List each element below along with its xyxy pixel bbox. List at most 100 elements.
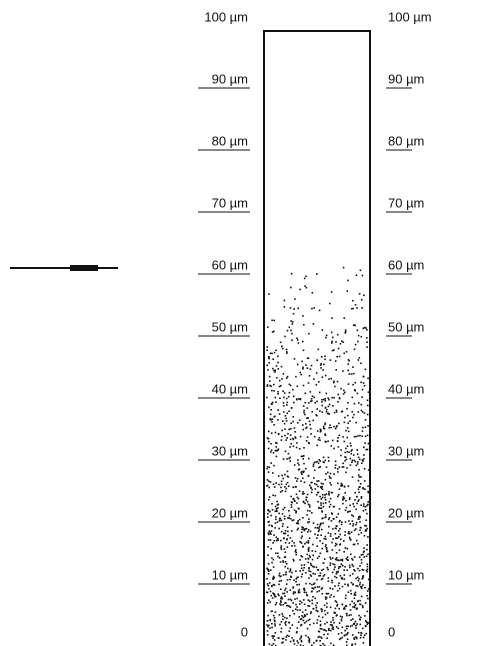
right-scale-label: 100 µm <box>388 9 432 24</box>
speckle <box>285 530 287 532</box>
speckle <box>303 567 305 569</box>
speckle <box>272 592 274 594</box>
speckle <box>362 389 364 391</box>
speckle <box>347 280 349 282</box>
speckle <box>319 640 321 642</box>
speckle <box>325 407 327 409</box>
speckle <box>297 422 299 424</box>
speckle <box>268 471 270 473</box>
speckle <box>308 529 310 531</box>
speckle <box>322 522 324 524</box>
speckle <box>293 308 295 310</box>
speckle <box>342 503 344 505</box>
speckle <box>363 328 365 330</box>
right-scale-label: 90 µm <box>388 71 424 86</box>
speckle <box>361 307 363 309</box>
speckle <box>290 537 292 539</box>
speckle <box>365 327 367 329</box>
speckle <box>277 553 279 555</box>
speckle <box>280 589 282 591</box>
speckle <box>350 619 352 621</box>
speckle <box>285 588 287 590</box>
speckle <box>325 499 327 501</box>
speckle <box>344 460 346 462</box>
speckle <box>302 458 304 460</box>
speckle <box>354 403 356 405</box>
speckle <box>319 439 321 441</box>
speckle <box>267 546 269 548</box>
speckle <box>365 602 367 604</box>
speckle <box>297 478 299 480</box>
speckle <box>358 632 360 634</box>
speckle <box>353 623 355 625</box>
speckle <box>342 559 344 561</box>
speckle <box>272 495 274 497</box>
speckle <box>337 334 339 336</box>
speckle <box>323 462 325 464</box>
speckle <box>337 401 339 403</box>
speckle <box>313 623 315 625</box>
speckle <box>305 364 307 366</box>
speckle <box>302 617 304 619</box>
speckle <box>299 603 301 605</box>
speckle <box>357 453 359 455</box>
speckle <box>312 573 314 575</box>
speckle <box>325 479 327 481</box>
speckle <box>287 482 289 484</box>
speckle <box>267 630 269 632</box>
speckle <box>355 643 357 645</box>
speckle <box>275 397 277 399</box>
speckle <box>294 545 296 547</box>
speckle <box>273 390 275 392</box>
speckle <box>282 619 284 621</box>
speckle <box>330 607 332 609</box>
speckle <box>327 612 329 614</box>
speckle <box>311 591 313 593</box>
speckle <box>331 580 333 582</box>
speckle <box>290 599 292 601</box>
speckle <box>302 315 304 317</box>
speckle <box>332 617 334 619</box>
speckle <box>286 563 288 565</box>
speckle <box>312 559 314 561</box>
speckle <box>284 602 286 604</box>
speckle <box>299 600 301 602</box>
speckle <box>343 393 345 395</box>
speckle <box>340 566 342 568</box>
speckle <box>357 393 359 395</box>
speckle <box>356 465 358 467</box>
speckle <box>277 538 279 540</box>
speckle <box>285 415 287 417</box>
speckle <box>353 414 355 416</box>
speckle <box>344 635 346 637</box>
speckle <box>299 638 301 640</box>
speckle <box>276 537 278 539</box>
speckle <box>358 534 360 536</box>
speckle <box>345 332 347 334</box>
speckle <box>294 464 296 466</box>
speckle <box>318 381 320 383</box>
speckle <box>273 534 275 536</box>
speckle <box>361 462 363 464</box>
speckle <box>350 464 352 466</box>
speckle <box>335 360 337 362</box>
speckle <box>299 490 301 492</box>
speckle <box>318 507 320 509</box>
speckle <box>353 569 355 571</box>
speckle <box>335 537 337 539</box>
speckle <box>306 417 308 419</box>
speckle <box>303 412 305 414</box>
speckle <box>317 486 319 488</box>
speckle <box>366 544 368 546</box>
speckle <box>317 619 319 621</box>
speckle <box>315 402 317 404</box>
speckle <box>287 376 289 378</box>
speckle <box>346 626 348 628</box>
speckle <box>286 605 288 607</box>
left-scale-label: 80 µm <box>212 133 248 148</box>
speckle <box>316 567 318 569</box>
speckle <box>354 556 356 558</box>
speckle <box>325 544 327 546</box>
speckle <box>353 544 355 546</box>
speckle <box>362 605 364 607</box>
